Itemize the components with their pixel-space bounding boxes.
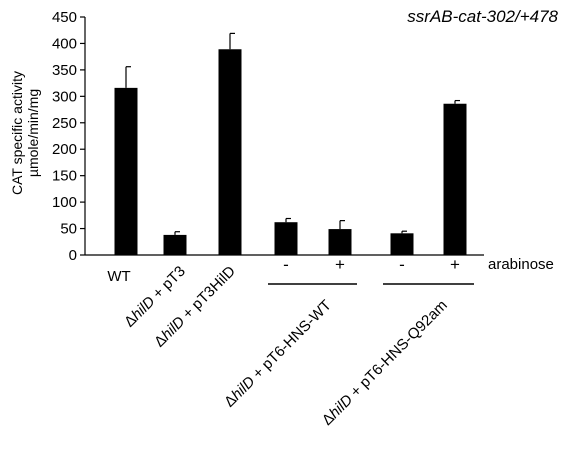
x-label-hild-pt6-hns-q92am: ΔhilD + pT6-HNS-Q92am: [319, 297, 451, 429]
chart-title: ssrAB-cat-302/+478: [407, 7, 558, 26]
bar: [218, 49, 242, 255]
y-tick-label: 300: [52, 88, 77, 105]
bars: [114, 32, 467, 255]
y-tick-label: 150: [52, 168, 77, 185]
y-tick-label: 400: [52, 35, 77, 52]
y-axis-label-line1: CAT specific activity: [9, 71, 25, 195]
arabinose-sign: -: [283, 255, 289, 274]
bar: [163, 234, 187, 255]
y-tick-label: 250: [52, 115, 77, 132]
y-tick-label: 0: [69, 247, 77, 264]
y-tick-label: 200: [52, 141, 77, 158]
bar: [390, 233, 414, 255]
arabinose-sign: -: [399, 255, 405, 274]
y-tick-label: 350: [52, 62, 77, 79]
bar: [274, 222, 298, 255]
x-label-wt: WT: [107, 268, 130, 285]
arabinose-sign: +: [335, 255, 345, 274]
bar: [328, 229, 352, 255]
y-tick-label: 100: [52, 194, 77, 211]
bar: [443, 103, 467, 255]
axes: 0 50 100 150 200 250 300 350 400 450: [52, 9, 484, 264]
bar: [114, 87, 138, 255]
y-axis-label: CAT specific activity µmole/min/mg: [9, 71, 41, 195]
arabinose-sign: +: [450, 255, 460, 274]
y-tick-label: 450: [52, 9, 77, 26]
y-tick-label: 50: [60, 221, 77, 238]
y-axis-label-line2: µmole/min/mg: [25, 89, 41, 177]
x-label-hild-pt6-hns-wt: ΔhilD + pT6-HNS-WT: [221, 297, 335, 411]
arabinose-label: arabinose: [488, 256, 554, 273]
